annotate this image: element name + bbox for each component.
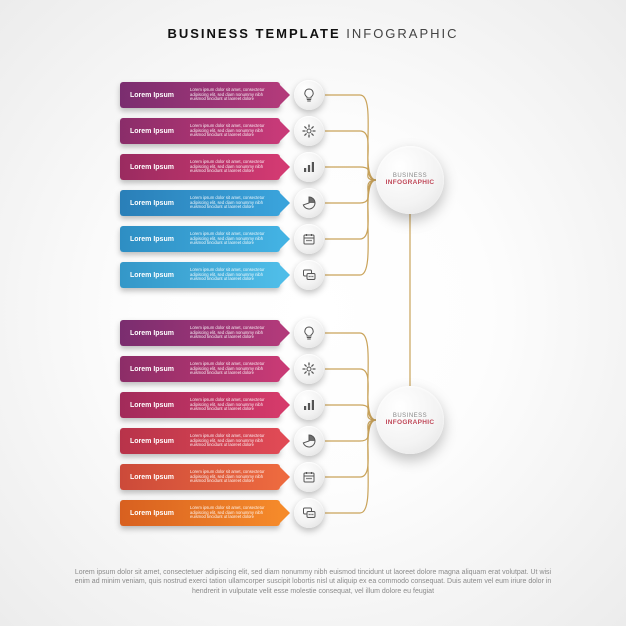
item-bar: Lorem IpsumLorem ipsum dolor sit amet, c… [120,392,280,418]
item-bar: Lorem IpsumLorem ipsum dolor sit amet, c… [120,190,280,216]
diagram-stage: BUSINESS INFOGRAPHIC BUSINESS INFOGRAPHI… [0,60,626,540]
hub-top: BUSINESS INFOGRAPHIC [376,146,444,214]
list-item-0-0: Lorem IpsumLorem ipsum dolor sit amet, c… [120,80,330,110]
list-item-0-4: Lorem IpsumLorem ipsum dolor sit amet, c… [120,224,330,254]
list-item-0-3: Lorem IpsumLorem ipsum dolor sit amet, c… [120,188,330,218]
item-label: Lorem Ipsum [130,438,190,445]
title-light: INFOGRAPHIC [346,26,458,41]
item-label: Lorem Ipsum [130,402,190,409]
gear-icon [294,116,324,146]
item-label: Lorem Ipsum [130,366,190,373]
gear-icon [294,354,324,384]
item-body: Lorem ipsum dolor sit amet, consectetur … [190,268,278,282]
item-label: Lorem Ipsum [130,330,190,337]
list-item-1-5: Lorem IpsumLorem ipsum dolor sit amet, c… [120,498,330,528]
item-bar: Lorem IpsumLorem ipsum dolor sit amet, c… [120,154,280,180]
item-bar: Lorem IpsumLorem ipsum dolor sit amet, c… [120,118,280,144]
item-bar: Lorem IpsumLorem ipsum dolor sit amet, c… [120,82,280,108]
item-body: Lorem ipsum dolor sit amet, consectetur … [190,506,278,520]
item-label: Lorem Ipsum [130,272,190,279]
list-item-0-5: Lorem IpsumLorem ipsum dolor sit amet, c… [120,260,330,290]
hub-bottom: BUSINESS INFOGRAPHIC [376,386,444,454]
pie-icon [294,188,324,218]
item-bar: Lorem IpsumLorem ipsum dolor sit amet, c… [120,428,280,454]
item-body: Lorem ipsum dolor sit amet, consectetur … [190,124,278,138]
bars-icon [294,390,324,420]
title-strong: BUSINESS TEMPLATE [167,26,340,41]
calendar-icon [294,462,324,492]
bars-icon [294,152,324,182]
item-label: Lorem Ipsum [130,92,190,99]
list-item-1-2: Lorem IpsumLorem ipsum dolor sit amet, c… [120,390,330,420]
bulb-icon [294,318,324,348]
list-item-0-2: Lorem IpsumLorem ipsum dolor sit amet, c… [120,152,330,182]
item-body: Lorem ipsum dolor sit amet, consectetur … [190,232,278,246]
item-bar: Lorem IpsumLorem ipsum dolor sit amet, c… [120,262,280,288]
pie-icon [294,426,324,456]
item-bar: Lorem IpsumLorem ipsum dolor sit amet, c… [120,356,280,382]
list-item-1-3: Lorem IpsumLorem ipsum dolor sit amet, c… [120,426,330,456]
page-title: BUSINESS TEMPLATE INFOGRAPHIC [0,26,626,41]
item-label: Lorem Ipsum [130,236,190,243]
item-label: Lorem Ipsum [130,128,190,135]
footer-text: Lorem ipsum dolor sit amet, consectetuer… [70,568,556,596]
item-body: Lorem ipsum dolor sit amet, consectetur … [190,470,278,484]
item-body: Lorem ipsum dolor sit amet, consectetur … [190,160,278,174]
hub-line2: INFOGRAPHIC [386,180,435,187]
item-bar: Lorem IpsumLorem ipsum dolor sit amet, c… [120,464,280,490]
item-label: Lorem Ipsum [130,510,190,517]
hub-line2: INFOGRAPHIC [386,420,435,427]
chat-icon [294,498,324,528]
item-label: Lorem Ipsum [130,474,190,481]
item-bar: Lorem IpsumLorem ipsum dolor sit amet, c… [120,500,280,526]
item-body: Lorem ipsum dolor sit amet, consectetur … [190,434,278,448]
item-label: Lorem Ipsum [130,164,190,171]
chat-icon [294,260,324,290]
list-item-0-1: Lorem IpsumLorem ipsum dolor sit amet, c… [120,116,330,146]
item-bar: Lorem IpsumLorem ipsum dolor sit amet, c… [120,320,280,346]
item-body: Lorem ipsum dolor sit amet, consectetur … [190,326,278,340]
item-body: Lorem ipsum dolor sit amet, consectetur … [190,88,278,102]
list-item-1-4: Lorem IpsumLorem ipsum dolor sit amet, c… [120,462,330,492]
item-body: Lorem ipsum dolor sit amet, consectetur … [190,362,278,376]
calendar-icon [294,224,324,254]
list-item-1-0: Lorem IpsumLorem ipsum dolor sit amet, c… [120,318,330,348]
item-body: Lorem ipsum dolor sit amet, consectetur … [190,398,278,412]
item-body: Lorem ipsum dolor sit amet, consectetur … [190,196,278,210]
bulb-icon [294,80,324,110]
item-bar: Lorem IpsumLorem ipsum dolor sit amet, c… [120,226,280,252]
item-label: Lorem Ipsum [130,200,190,207]
list-item-1-1: Lorem IpsumLorem ipsum dolor sit amet, c… [120,354,330,384]
